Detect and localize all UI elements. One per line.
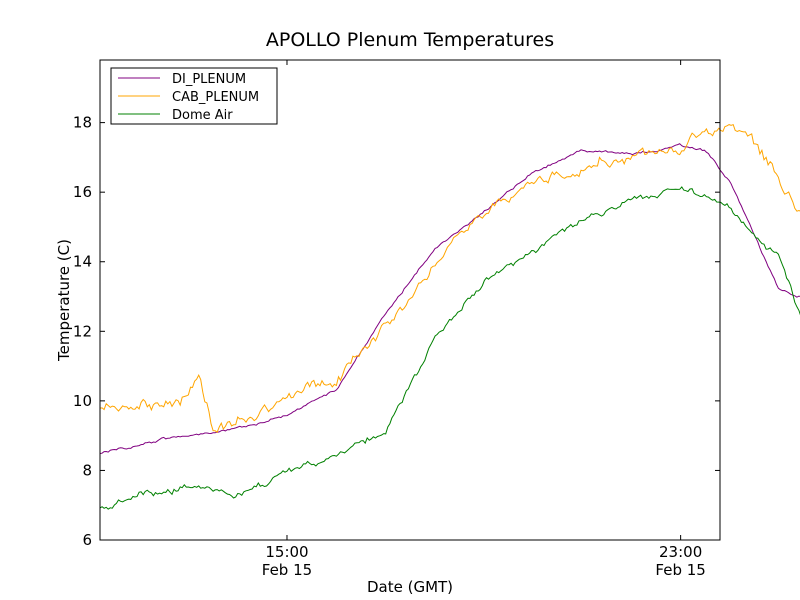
series-line-dome-air bbox=[99, 186, 800, 510]
chart-title: APOLLO Plenum Temperatures bbox=[266, 29, 554, 51]
y-tick-label: 12 bbox=[73, 322, 92, 340]
y-tick-label: 18 bbox=[73, 114, 92, 132]
series-line-cab-plenum bbox=[99, 123, 800, 433]
series-layer bbox=[99, 123, 800, 510]
series-line-di-plenum bbox=[99, 143, 800, 454]
legend-entry: CAB_PLENUM bbox=[172, 90, 259, 105]
x-axis-label: Date (GMT) bbox=[367, 578, 453, 596]
x-tick-time-label: 15:00 bbox=[265, 543, 308, 561]
x-tick-date-label: Feb 15 bbox=[262, 561, 312, 579]
legend-entry: DI_PLENUM bbox=[172, 72, 246, 87]
x-tick-time-label: 23:00 bbox=[659, 543, 702, 561]
y-tick-label: 10 bbox=[73, 392, 92, 410]
x-tick-date-label: Feb 15 bbox=[655, 561, 705, 579]
plot-frame bbox=[99, 59, 721, 541]
y-tick-label: 6 bbox=[82, 531, 92, 549]
y-axis: 6 8 10 12 14 16 18 bbox=[73, 114, 720, 549]
y-tick-label: 16 bbox=[73, 183, 92, 201]
legend: DI_PLENUM CAB_PLENUM Dome Air bbox=[110, 67, 278, 125]
y-axis-label: Temperature (C) bbox=[55, 239, 73, 362]
y-tick-label: 14 bbox=[73, 253, 92, 271]
legend-entry: Dome Air bbox=[172, 108, 233, 123]
y-tick-label: 8 bbox=[82, 461, 92, 479]
